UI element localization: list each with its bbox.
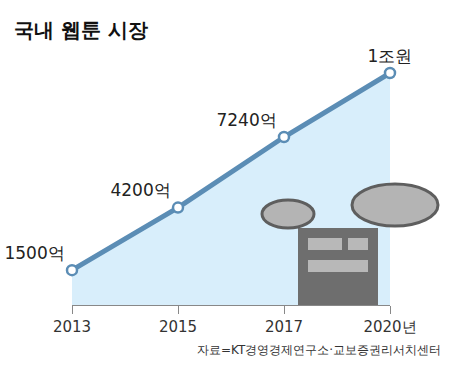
- svg-text:2013: 2013: [53, 318, 91, 336]
- svg-text:2020년: 2020년: [363, 318, 416, 336]
- svg-text:2015: 2015: [159, 318, 197, 336]
- svg-text:1500억: 1500억: [4, 243, 64, 263]
- svg-text:4200억: 4200억: [110, 180, 170, 200]
- svg-text:2017: 2017: [265, 318, 303, 336]
- svg-text:자료=KT경영경제연구소·교보증권리서치센터: 자료=KT경영경제연구소·교보증권리서치센터: [197, 343, 441, 357]
- svg-text:국내 웹툰 시장: 국내 웹툰 시장: [14, 18, 148, 42]
- svg-text:1조원: 1조원: [368, 46, 413, 66]
- svg-text:7240억: 7240억: [216, 110, 276, 130]
